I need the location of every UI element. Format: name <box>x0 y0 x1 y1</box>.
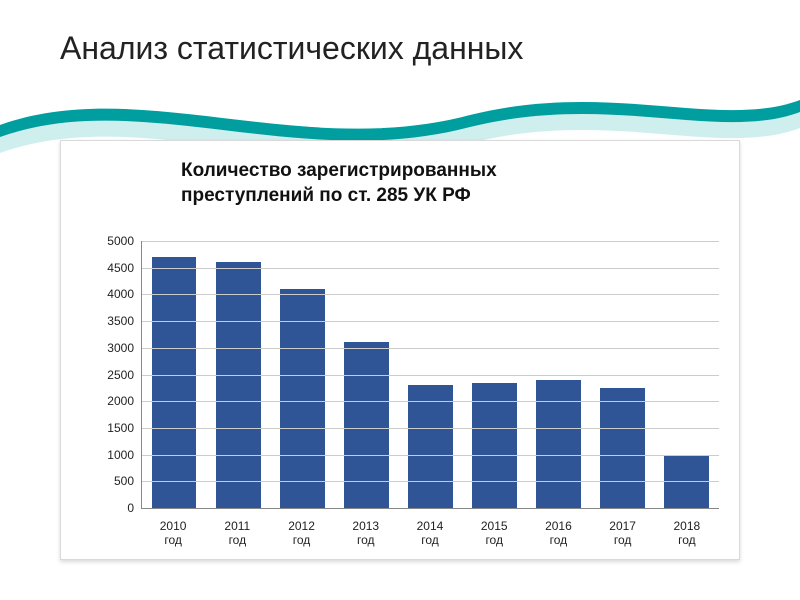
grid-line <box>142 321 719 322</box>
x-tick-label: 2017год <box>591 515 655 555</box>
y-tick-label: 1000 <box>107 448 142 462</box>
grid-line <box>142 294 719 295</box>
x-tick-label: 2010год <box>141 515 205 555</box>
wave-path-primary <box>0 100 800 141</box>
grid-line <box>142 401 719 402</box>
chart-panel: Количество зарегистрированных преступлен… <box>60 140 740 560</box>
y-tick-label: 1500 <box>107 421 142 435</box>
bar <box>408 385 453 508</box>
bar <box>536 380 581 508</box>
y-tick-label: 500 <box>114 474 142 488</box>
y-tick-label: 3500 <box>107 314 142 328</box>
x-tick-label: 2014год <box>398 515 462 555</box>
y-tick-label: 4000 <box>107 287 142 301</box>
x-tick-label: 2015год <box>462 515 526 555</box>
plot-area: 0500100015002000250030003500400045005000 <box>141 241 719 509</box>
x-axis-labels: 2010год2011год2012год2013год2014год2015г… <box>141 515 719 555</box>
bar <box>216 262 261 508</box>
grid-line <box>142 241 719 242</box>
x-tick-label: 2013год <box>334 515 398 555</box>
y-tick-label: 4500 <box>107 261 142 275</box>
x-tick-label: 2016год <box>526 515 590 555</box>
chart-subtitle-line2: преступлений по ст. 285 УК РФ <box>181 185 471 206</box>
x-tick-label: 2018год <box>655 515 719 555</box>
grid-line <box>142 481 719 482</box>
x-tick-label: 2012год <box>269 515 333 555</box>
slide: Анализ статистических данных Количество … <box>0 0 800 600</box>
grid-line <box>142 428 719 429</box>
grid-line <box>142 455 719 456</box>
y-tick-label: 2000 <box>107 394 142 408</box>
grid-line <box>142 348 719 349</box>
grid-line <box>142 268 719 269</box>
slide-title: Анализ статистических данных <box>60 30 523 67</box>
bar <box>600 388 645 508</box>
y-tick-label: 3000 <box>107 341 142 355</box>
y-tick-label: 0 <box>127 501 142 515</box>
chart-subtitle: Количество зарегистрированных преступлен… <box>61 141 581 226</box>
chart-subtitle-line1: Количество зарегистрированных <box>181 160 497 181</box>
y-tick-label: 5000 <box>107 234 142 248</box>
y-tick-label: 2500 <box>107 368 142 382</box>
grid-line <box>142 375 719 376</box>
x-tick-label: 2011год <box>205 515 269 555</box>
bar <box>344 342 389 508</box>
